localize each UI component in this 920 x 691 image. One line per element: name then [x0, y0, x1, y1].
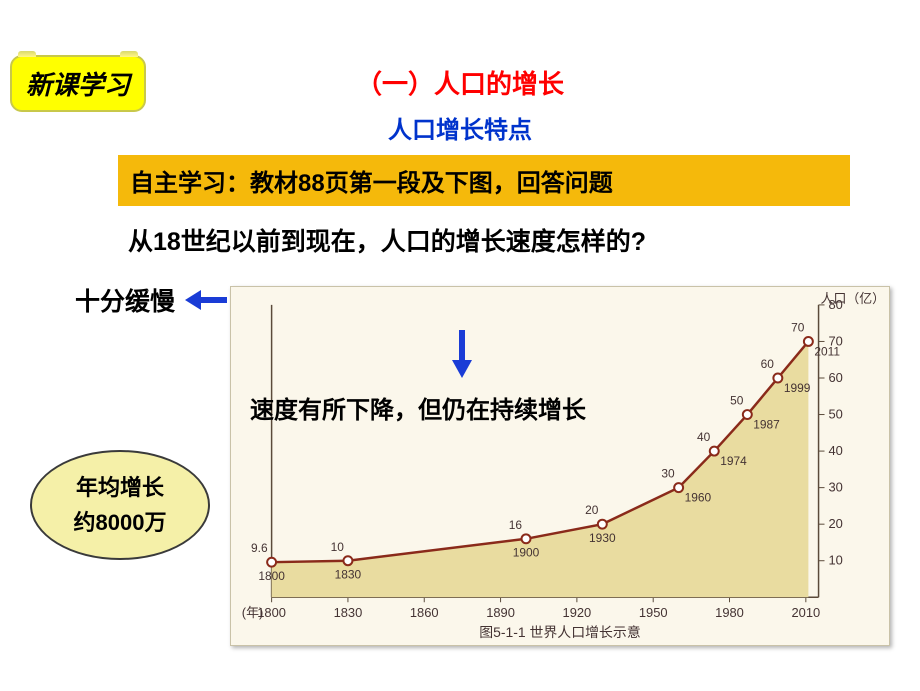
- svg-text:1890: 1890: [486, 605, 515, 620]
- lesson-badge: 新课学习: [10, 55, 146, 112]
- svg-text:人口（亿）: 人口（亿）: [821, 291, 886, 306]
- chart-svg: 1020304050607080180018301860189019201950…: [231, 287, 889, 645]
- svg-text:40: 40: [697, 430, 711, 444]
- svg-text:50: 50: [829, 407, 843, 422]
- svg-text:9.6: 9.6: [251, 541, 268, 555]
- oval-line2: 约8000万: [74, 505, 167, 540]
- oval-line1: 年均增长: [76, 470, 164, 505]
- svg-text:1900: 1900: [513, 546, 540, 560]
- overlay-conclusion: 速度有所下降，但仍在持续增长: [250, 390, 586, 425]
- population-chart: 1020304050607080180018301860189019201950…: [230, 286, 890, 646]
- svg-text:1987: 1987: [753, 417, 780, 431]
- svg-text:16: 16: [509, 518, 523, 532]
- svg-text:1830: 1830: [334, 605, 363, 620]
- svg-text:40: 40: [829, 443, 843, 458]
- svg-text:10: 10: [331, 540, 345, 554]
- svg-text:1800: 1800: [258, 569, 285, 583]
- svg-text:50: 50: [730, 394, 744, 408]
- svg-text:1960: 1960: [685, 491, 712, 505]
- svg-text:1830: 1830: [335, 568, 362, 582]
- svg-text:60: 60: [829, 370, 843, 385]
- svg-text:30: 30: [661, 467, 675, 481]
- svg-text:1860: 1860: [410, 605, 439, 620]
- lesson-badge-text: 新课学习: [26, 70, 130, 100]
- svg-text:图5-1-1 世界人口增长示意: 图5-1-1 世界人口增长示意: [479, 624, 640, 640]
- svg-text:2010: 2010: [791, 605, 820, 620]
- svg-text:1980: 1980: [715, 605, 744, 620]
- speed-left: 十分缓慢: [75, 282, 175, 318]
- svg-text:1930: 1930: [589, 531, 616, 545]
- svg-text:70: 70: [791, 321, 805, 335]
- svg-text:30: 30: [829, 480, 843, 495]
- slide: 新课学习 （一）人口的增长 人口增长特点 自主学习：教材88页第一段及下图，回答…: [0, 0, 920, 691]
- section-subtitle: 人口增长特点: [0, 110, 920, 145]
- svg-text:20: 20: [585, 503, 599, 517]
- arrow-down-icon: [450, 330, 474, 383]
- svg-text:1920: 1920: [563, 605, 592, 620]
- question-text: 从18世纪以前到现在，人口的增长速度怎样的?: [128, 222, 646, 258]
- svg-text:2011: 2011: [814, 344, 840, 358]
- svg-text:(年): (年): [242, 605, 264, 620]
- svg-text:1974: 1974: [720, 454, 747, 468]
- svg-text:1950: 1950: [639, 605, 668, 620]
- svg-text:60: 60: [761, 357, 775, 371]
- oval-note: 年均增长 约8000万: [30, 450, 210, 560]
- svg-text:10: 10: [829, 553, 843, 568]
- study-prompt-bar: 自主学习：教材88页第一段及下图，回答问题: [118, 155, 850, 206]
- arrow-left-icon: [185, 288, 229, 312]
- svg-text:20: 20: [829, 516, 843, 531]
- svg-text:1999: 1999: [784, 381, 811, 395]
